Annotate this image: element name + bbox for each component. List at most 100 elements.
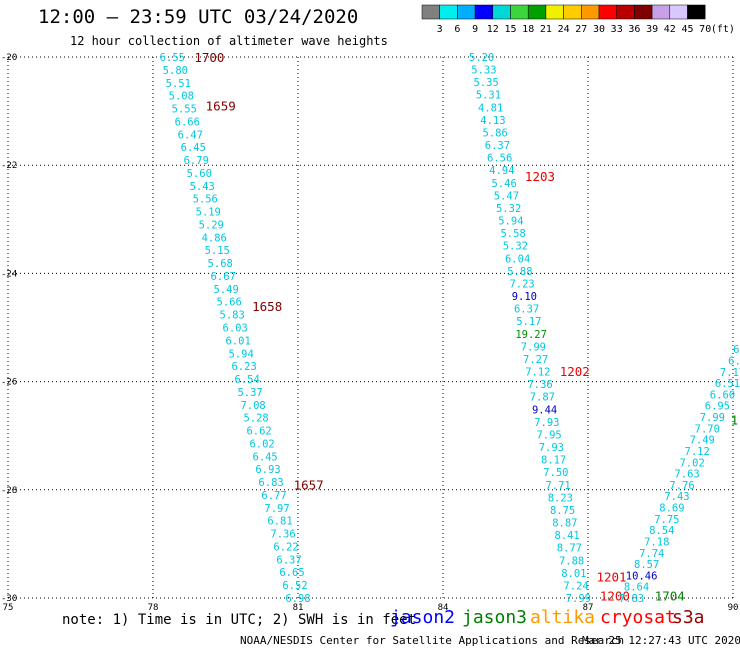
swh-value: 4.13	[480, 115, 505, 127]
legend-label: 42	[664, 24, 676, 35]
swh-value: 5.88	[507, 266, 532, 278]
swh-value: 6.56	[487, 153, 512, 165]
swh-value: 7.87	[530, 392, 555, 404]
swh-value: 4.94	[489, 165, 514, 177]
swh-value: 5.58	[500, 228, 525, 240]
legend-swatch	[687, 4, 706, 20]
swh-value: 7.74	[639, 548, 664, 560]
swh-value: 7.43	[664, 491, 689, 503]
satellite-label-s3a: s3a	[672, 607, 705, 628]
legend-label: 15	[504, 24, 516, 35]
swh-value: 5.56	[193, 194, 218, 206]
swh-value: 5.43	[190, 181, 215, 193]
swh-value: 6.81	[267, 516, 292, 528]
swh-value: 5.80	[163, 65, 188, 77]
swh-value: 6.52	[282, 580, 307, 592]
swh-value: 7.99	[521, 341, 546, 353]
swh-value: 5.66	[217, 297, 242, 309]
swh-value: 6.55	[160, 52, 185, 64]
swh-value: 6.45	[181, 142, 206, 154]
color-scale-legend: 3 6 9 12 15 18 21 24 27 30 33 36 39 42 45 70 (ft)	[421, 4, 735, 35]
swh-value: 7.49	[690, 435, 715, 447]
satellite-label-jason3: jason3	[462, 607, 528, 628]
legend-label: 21	[540, 24, 552, 35]
swh-value: 6.5	[728, 355, 740, 367]
swh-value: 7.71	[545, 480, 570, 492]
swh-value: 5.37	[237, 387, 262, 399]
swh-value: 7.27	[523, 354, 548, 366]
swh-value: 6.67	[211, 271, 236, 283]
x-tick-label: 75	[3, 603, 14, 612]
swh-value: 6.93	[255, 464, 280, 476]
swh-value: 7.36	[527, 379, 552, 391]
swh-value: 10.46	[626, 570, 658, 582]
swh-value: 5.35	[474, 77, 499, 89]
x-tick-label: 87	[583, 603, 594, 612]
swh-value: 7.12	[685, 446, 710, 458]
swh-value: 6.66	[175, 116, 200, 128]
page-title: 12:00 – 23:59 UTC 03/24/2020	[38, 6, 359, 28]
swh-value: 6.37	[514, 304, 539, 316]
swh-value: 6.51	[715, 378, 740, 390]
y-tick-label: -28	[1, 486, 17, 496]
swh-value: 7.99	[700, 412, 725, 424]
y-tick-label: -22	[1, 161, 17, 171]
swh-value: 6.04	[505, 253, 530, 265]
swh-value: 5.47	[494, 190, 519, 202]
swh-value: 7.17	[720, 367, 740, 379]
legend-label: 27	[575, 24, 587, 35]
time-label: 1201	[596, 569, 626, 584]
swh-value: 6.4	[733, 344, 740, 356]
swh-value: 7.12	[525, 367, 550, 379]
swh-value: 7.75	[654, 514, 679, 526]
swh-value: 6.47	[178, 129, 203, 141]
swh-value: 6.23	[231, 361, 256, 373]
swh-value: 6.83	[258, 477, 283, 489]
swh-value: 7.63	[674, 469, 699, 481]
swh-value: 6.95	[705, 401, 730, 413]
swh-value: 6.45	[252, 451, 277, 463]
swh-value: 8.01	[561, 568, 586, 580]
swh-value: 8.75	[550, 505, 575, 517]
time-label: 1200	[600, 588, 630, 603]
legend-label: 9	[472, 24, 478, 35]
swh-value: 6.77	[261, 490, 286, 502]
legend-label: 3	[437, 24, 443, 35]
swh-value: 7.24	[563, 580, 588, 592]
swh-value: 7.18	[644, 536, 669, 548]
swh-value: 8.17	[541, 455, 566, 467]
time-label: 1700	[194, 50, 224, 65]
swh-value: 19.27	[515, 329, 547, 341]
swh-value: 8.87	[552, 518, 577, 530]
swh-value: 7.93	[534, 417, 559, 429]
swh-value: 5.31	[476, 90, 501, 102]
swh-value: 5.94	[498, 216, 523, 228]
page-subtitle: 12 hour collection of altimeter wave hei…	[70, 34, 388, 48]
legend-label: 30	[593, 24, 605, 35]
swh-value: 8.54	[649, 525, 674, 537]
swh-value: 6.37	[276, 554, 301, 566]
x-tick-label: 78	[148, 603, 159, 612]
swh-value: 8.64	[624, 582, 649, 594]
x-tick-label: 81	[293, 603, 304, 612]
swh-value: 6.37	[485, 140, 510, 152]
legend-label: (ft)	[711, 24, 735, 35]
swh-value: 7.23	[509, 278, 534, 290]
swh-value: 6.98	[285, 593, 310, 605]
swh-value: 6.02	[249, 438, 274, 450]
footer-timestamp: Mar 25 12:27:43 UTC 2020	[582, 634, 740, 647]
swh-value: 8.77	[557, 543, 582, 555]
swh-value: 5.15	[205, 245, 230, 257]
swh-value: 7.70	[695, 423, 720, 435]
x-tick-label: 84	[438, 603, 449, 612]
time-label: 1203	[525, 169, 555, 184]
wave-height-plot: 75 78 81 84 87 90-20-22-24-26-28-306.555.805.…	[1, 50, 740, 612]
swh-value: 6.01	[226, 335, 251, 347]
swh-value: 6.62	[246, 426, 271, 438]
swh-value: 8.23	[548, 492, 573, 504]
swh-value: 5.19	[196, 207, 221, 219]
swh-value: 5.83	[220, 310, 245, 322]
swh-value: 5.32	[496, 203, 521, 215]
swh-value: 8.41	[554, 530, 579, 542]
swh-value: 6.03	[223, 323, 248, 335]
